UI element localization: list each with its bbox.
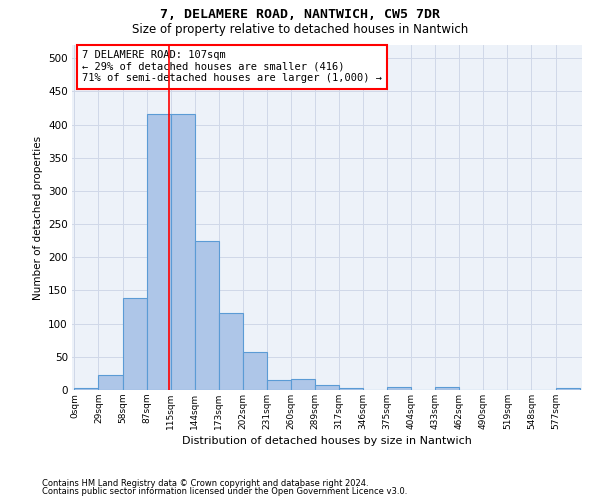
Bar	[74, 388, 98, 390]
Bar	[339, 388, 363, 390]
Bar	[243, 352, 267, 390]
Bar	[122, 298, 146, 390]
Bar	[315, 384, 339, 390]
Bar	[170, 114, 194, 390]
X-axis label: Distribution of detached houses by size in Nantwich: Distribution of detached houses by size …	[182, 436, 472, 446]
Bar	[98, 374, 122, 390]
Bar	[194, 240, 219, 390]
Text: Size of property relative to detached houses in Nantwich: Size of property relative to detached ho…	[132, 22, 468, 36]
Text: Contains public sector information licensed under the Open Government Licence v3: Contains public sector information licen…	[42, 488, 407, 496]
Text: Contains HM Land Registry data © Crown copyright and database right 2024.: Contains HM Land Registry data © Crown c…	[42, 478, 368, 488]
Y-axis label: Number of detached properties: Number of detached properties	[32, 136, 43, 300]
Text: 7 DELAMERE ROAD: 107sqm
← 29% of detached houses are smaller (416)
71% of semi-d: 7 DELAMERE ROAD: 107sqm ← 29% of detache…	[82, 50, 382, 84]
Text: 7, DELAMERE ROAD, NANTWICH, CW5 7DR: 7, DELAMERE ROAD, NANTWICH, CW5 7DR	[160, 8, 440, 20]
Bar	[219, 313, 243, 390]
Bar	[291, 378, 315, 390]
Bar	[556, 388, 580, 390]
Bar	[267, 380, 291, 390]
Bar	[146, 114, 170, 390]
Bar	[435, 388, 460, 390]
Bar	[387, 388, 411, 390]
